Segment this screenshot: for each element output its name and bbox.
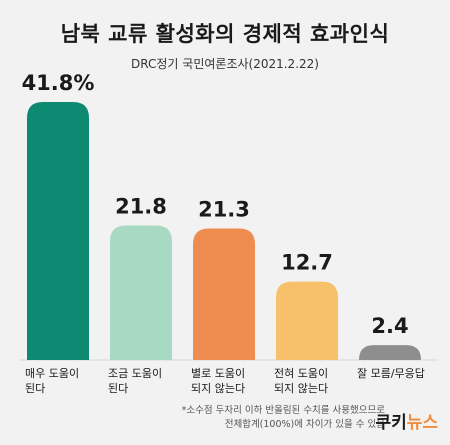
category-label-5-line-1: 잘 모름/무응답 — [357, 367, 425, 380]
footnote: *소수점 두자리 이하 반올림된 수치를 사용했으므로 전체합계(100%)에 … — [182, 404, 385, 432]
bar-value-label-3: 21.3 — [198, 198, 250, 222]
bar-3 — [193, 228, 255, 360]
category-label-5: 잘 모름/무응답 — [357, 367, 425, 380]
chart-title: 남북 교류 활성화의 경제적 효과인식 — [60, 22, 390, 46]
bar-4 — [276, 281, 338, 360]
bar-value-label-4: 12.7 — [281, 251, 333, 275]
bar-1 — [27, 102, 89, 360]
logo-part-1: 쿠키 — [375, 413, 407, 433]
bar-2 — [110, 225, 172, 360]
bar-5 — [359, 345, 421, 360]
chart-subtitle: DRC정기 국민여론조사(2021.2.22) — [131, 57, 319, 71]
logo-part-2: 뉴스 — [406, 413, 438, 433]
category-label-4-line-1: 전혀 도움이 — [274, 367, 328, 380]
category-label-3-line-1: 별로 도움이 — [191, 367, 245, 380]
footnote-line-2: 전체합계(100%)에 차이가 있을 수 있음 — [224, 419, 385, 430]
footnote-line-1: *소수점 두자리 이하 반올림된 수치를 사용했으므로 — [181, 405, 385, 416]
category-label-2-line-1: 조금 도움이 — [108, 367, 162, 380]
category-label-3-line-2: 되지 않는다 — [191, 382, 245, 395]
category-label-1-line-2: 된다 — [25, 382, 45, 395]
category-label-4-line-2: 되지 않는다 — [274, 382, 328, 395]
bar-value-label-2: 21.8 — [115, 194, 167, 218]
category-label-1-line-1: 매우 도움이 — [25, 367, 79, 380]
kukinews-logo: 쿠키뉴스 — [375, 408, 438, 433]
category-label-2-line-2: 된다 — [108, 382, 128, 395]
bar-value-label-1: 41.8% — [22, 71, 95, 95]
bar-value-label-5: 2.4 — [371, 314, 408, 338]
